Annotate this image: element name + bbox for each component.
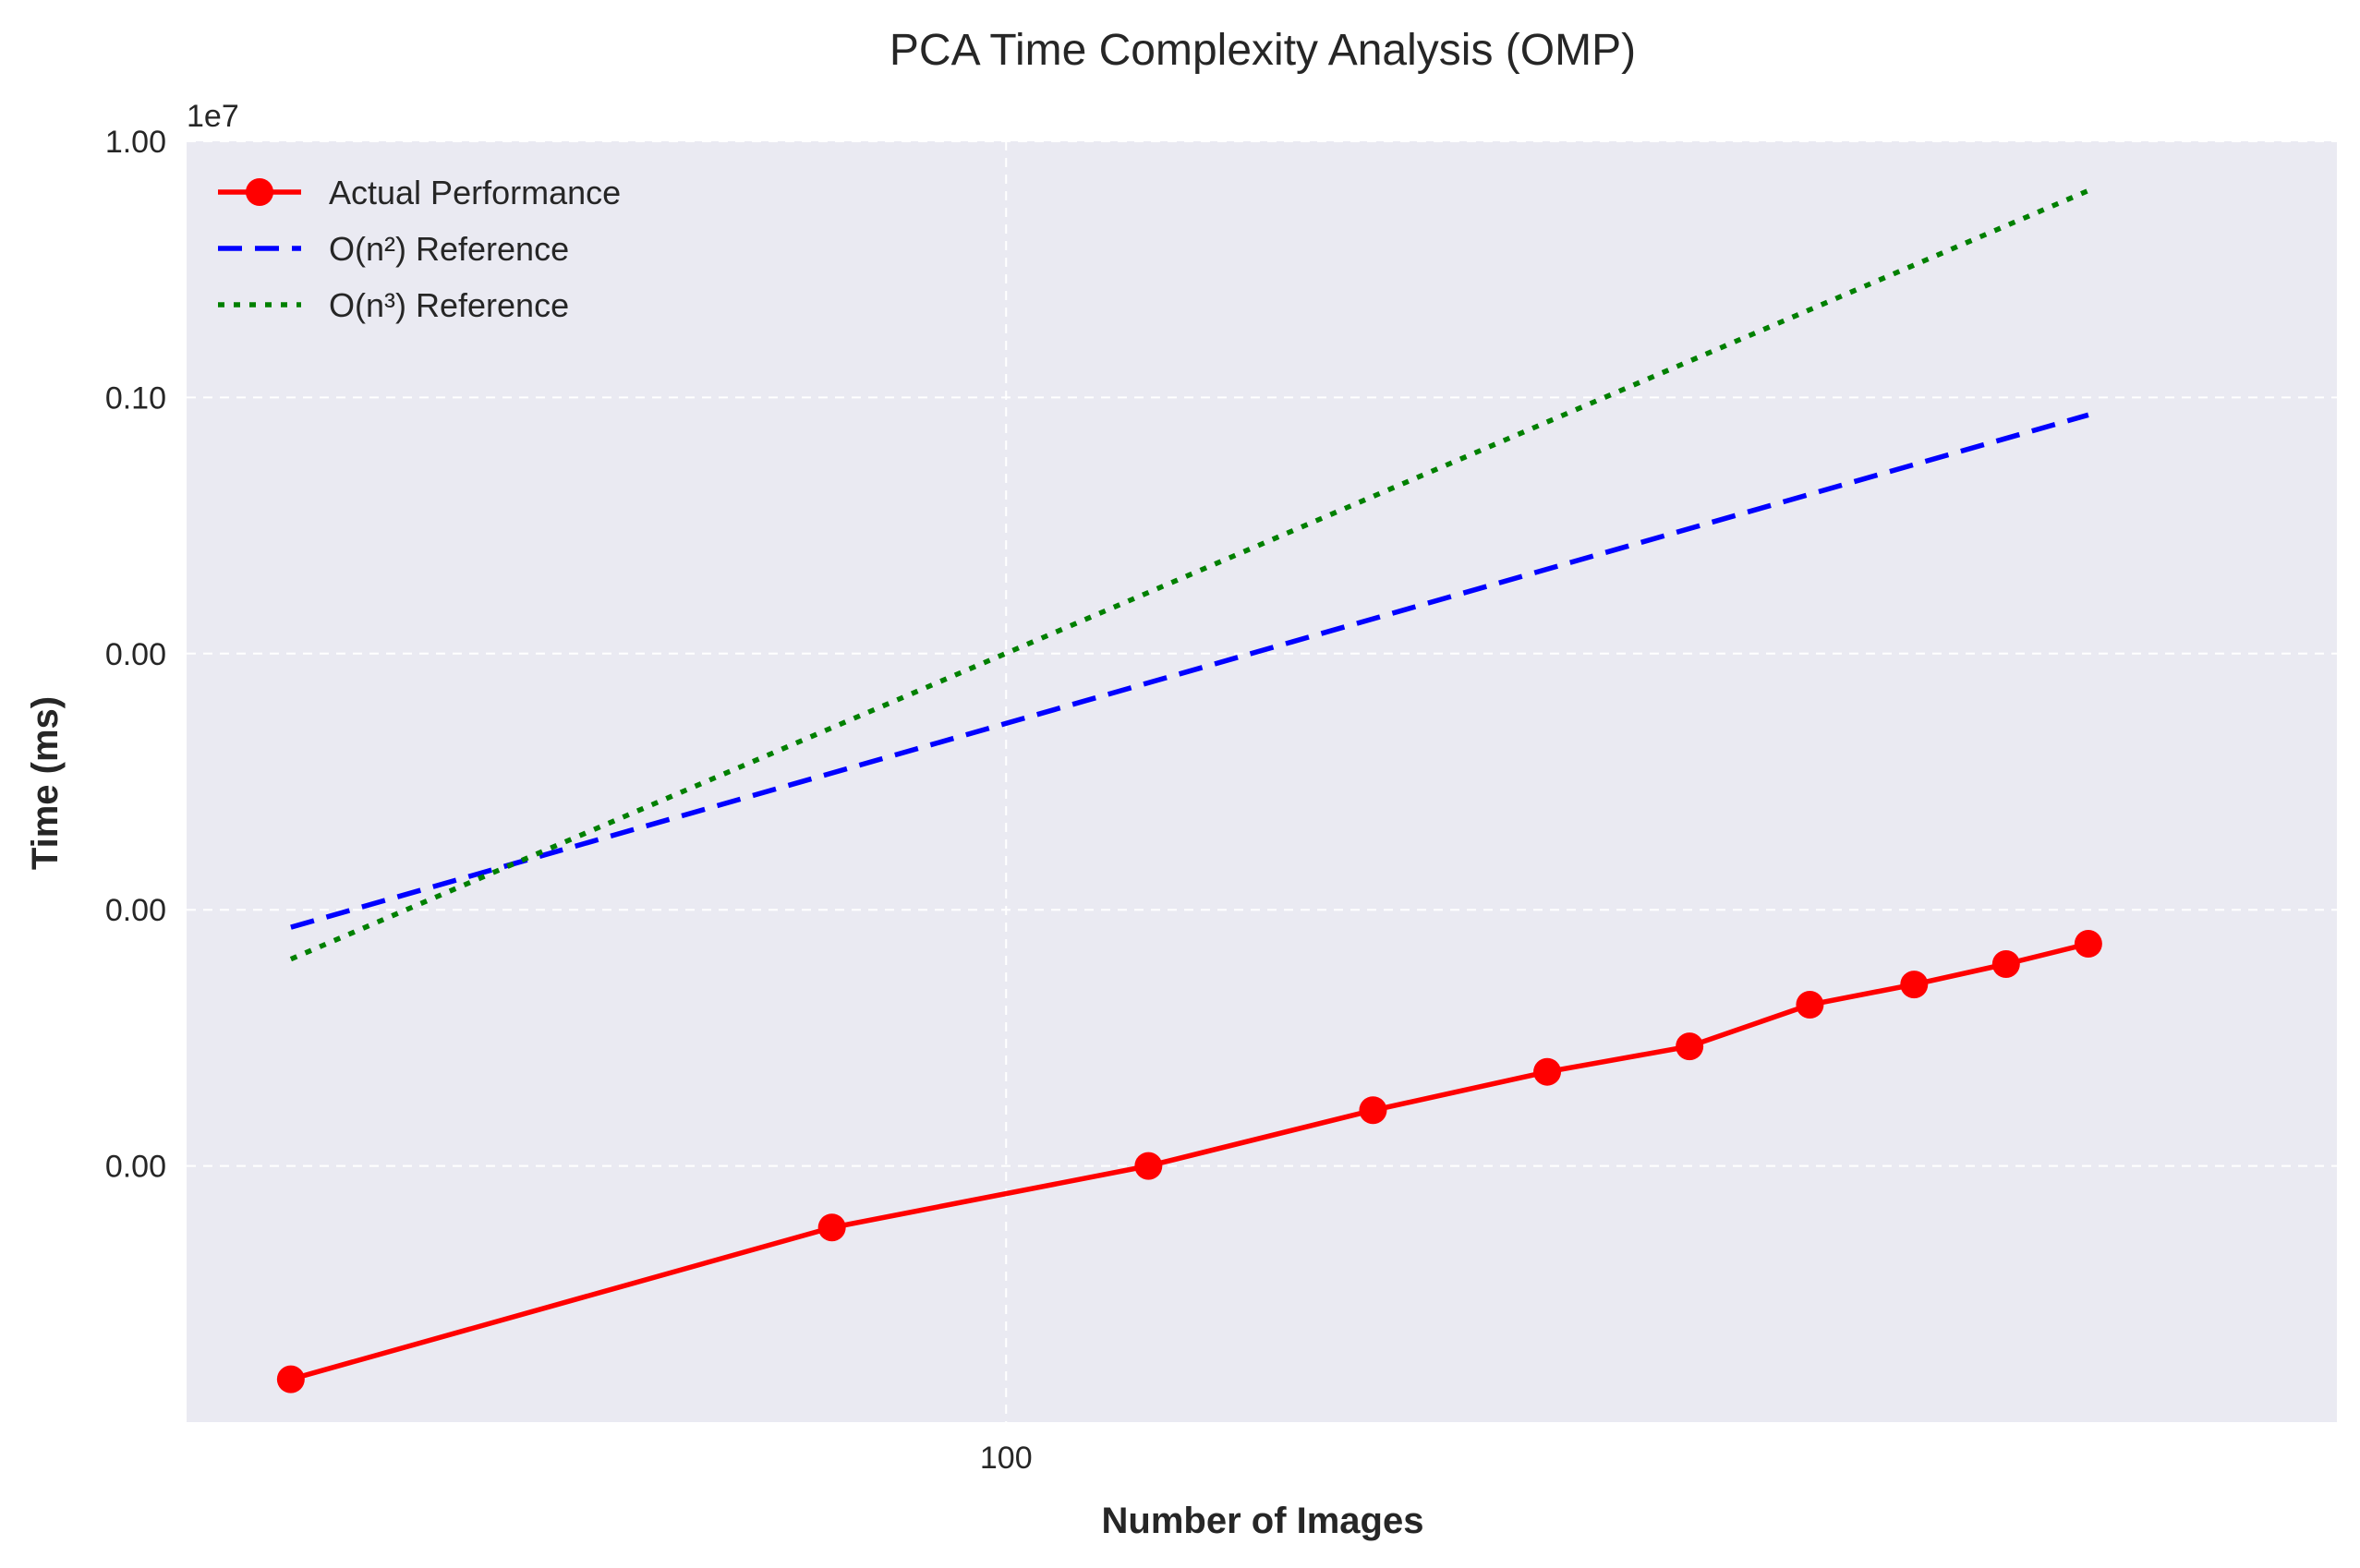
data-point-actual-performance — [817, 1213, 846, 1242]
y-tick-label: 0.00 — [105, 893, 166, 928]
y-tick-label: 0.10 — [105, 380, 166, 416]
x-axis-label: Number of Images — [1102, 1501, 1424, 1541]
plot-area — [187, 141, 2337, 1422]
legend-label-o-n2: O(n²) Reference — [329, 230, 569, 268]
y-offset-label: 1e7 — [187, 99, 239, 134]
y-axis-label: Time (ms) — [25, 696, 66, 870]
series-layer — [276, 187, 2102, 1393]
data-point-actual-performance — [1533, 1057, 1562, 1086]
data-point-actual-performance — [1359, 1096, 1387, 1125]
grid — [187, 140, 2337, 1422]
data-point-actual-performance — [1134, 1152, 1163, 1180]
series-line-actual-performance — [290, 941, 2089, 1382]
legend-item-actual: Actual Performance — [218, 174, 621, 211]
x-tick-label: 100 — [980, 1441, 1033, 1476]
series-line-o-n3-reference — [289, 187, 2089, 962]
legend: Actual Performance O(n²) Reference O(n³)… — [218, 174, 621, 324]
data-point-actual-performance — [276, 1365, 305, 1393]
tick-labels: 0.00 0.00 0.00 0.10 1.00 100 — [105, 125, 1033, 1476]
legend-item-o-n2: O(n²) Reference — [218, 230, 569, 268]
legend-label-actual: Actual Performance — [329, 174, 621, 211]
y-tick-label: 0.00 — [105, 1150, 166, 1185]
data-point-actual-performance — [1991, 949, 2020, 978]
legend-marker-actual — [246, 178, 273, 206]
data-point-actual-performance — [2074, 929, 2102, 958]
legend-label-o-n3: O(n³) Reference — [329, 286, 569, 324]
y-tick-label: 1.00 — [105, 125, 166, 160]
chart-title: PCA Time Complexity Analysis (OMP) — [890, 26, 1636, 75]
y-tick-label: 0.00 — [105, 637, 166, 672]
data-point-actual-performance — [1796, 991, 1824, 1019]
data-point-actual-performance — [1900, 971, 1929, 999]
series-line-o-n2-reference — [290, 412, 2089, 930]
legend-item-o-n3: O(n³) Reference — [218, 286, 569, 324]
data-point-actual-performance — [1676, 1032, 1704, 1061]
